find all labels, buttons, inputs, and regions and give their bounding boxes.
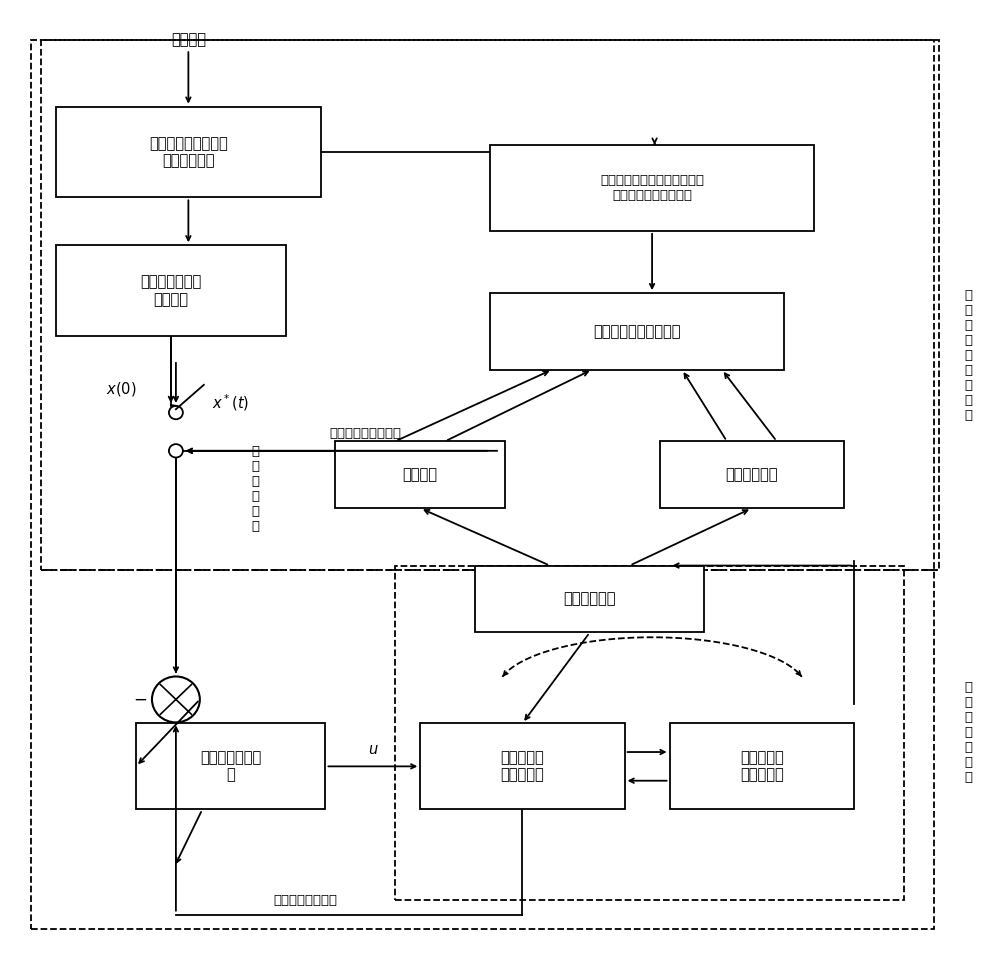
Text: 温室作物生产管理计
算机辅助系统: 温室作物生产管理计 算机辅助系统 <box>149 136 228 168</box>
FancyBboxPatch shape <box>56 246 286 336</box>
FancyBboxPatch shape <box>490 293 784 369</box>
Text: 环境调节执行机
构: 环境调节执行机 构 <box>200 750 261 783</box>
FancyBboxPatch shape <box>660 441 844 508</box>
Text: 环境状态输出反馈: 环境状态输出反馈 <box>274 894 338 907</box>
FancyBboxPatch shape <box>670 723 854 809</box>
FancyBboxPatch shape <box>56 106 320 198</box>
Text: 作物品种: 作物品种 <box>171 33 206 47</box>
Text: $x(0)$: $x(0)$ <box>106 380 136 398</box>
FancyBboxPatch shape <box>420 723 625 809</box>
Text: −: − <box>133 690 147 709</box>
Text: $u$: $u$ <box>368 741 378 757</box>
FancyBboxPatch shape <box>475 566 704 633</box>
FancyBboxPatch shape <box>335 441 505 508</box>
Text: 温室环境参数目标值: 温室环境参数目标值 <box>329 427 401 440</box>
FancyBboxPatch shape <box>490 145 814 231</box>
FancyBboxPatch shape <box>136 723 325 809</box>
Text: 经济效益目标函数优化: 经济效益目标函数优化 <box>593 324 681 339</box>
Text: 生产条件约束（生产周期等）
环境变量等的约束条件: 生产条件约束（生产周期等） 环境变量等的约束条件 <box>600 174 704 201</box>
Text: 生
产
过
程
控
制
层: 生 产 过 程 控 制 层 <box>965 682 973 784</box>
Text: 温室内部环
境动态模型: 温室内部环 境动态模型 <box>501 750 544 783</box>
Text: 环
境
监
控
调
节: 环 境 监 控 调 节 <box>252 445 260 533</box>
Text: 环境控制目标初
始设定值: 环境控制目标初 始设定值 <box>140 274 202 307</box>
Text: 能耗模型: 能耗模型 <box>403 467 438 482</box>
Text: 作物产量模型: 作物产量模型 <box>726 467 778 482</box>
Text: 外部气候环境: 外部气候环境 <box>564 592 616 606</box>
Text: 温室内部作
物生长模型: 温室内部作 物生长模型 <box>740 750 784 783</box>
Text: 开
环
控
制
目
标
优
化
层: 开 环 控 制 目 标 优 化 层 <box>965 289 973 422</box>
Text: $x^*(t)$: $x^*(t)$ <box>212 392 249 413</box>
